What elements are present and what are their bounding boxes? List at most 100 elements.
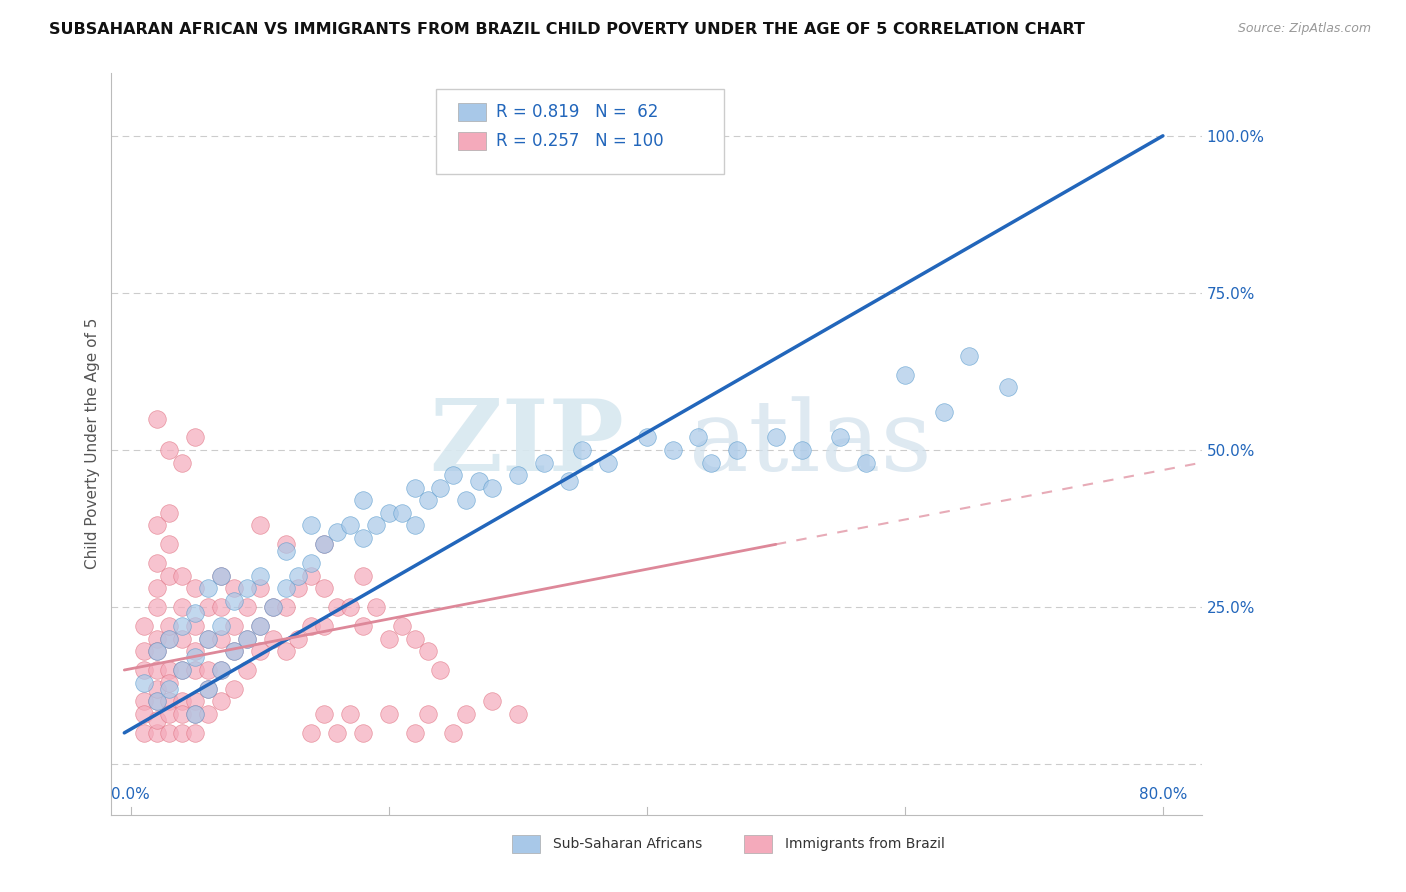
Point xyxy=(145,663,167,677)
Text: SUBSAHARAN AFRICAN VS IMMIGRANTS FROM BRAZIL CHILD POVERTY UNDER THE AGE OF 5 CO: SUBSAHARAN AFRICAN VS IMMIGRANTS FROM BR… xyxy=(49,22,1085,37)
Point xyxy=(299,518,322,533)
Point xyxy=(184,650,207,665)
Point xyxy=(184,582,207,596)
Point xyxy=(378,706,401,721)
Point xyxy=(145,726,167,740)
Point xyxy=(197,582,219,596)
Point xyxy=(364,600,387,615)
Point xyxy=(222,582,245,596)
Point xyxy=(249,619,271,633)
Point xyxy=(391,506,413,520)
Point xyxy=(145,411,167,425)
Point xyxy=(274,543,297,558)
Point xyxy=(456,706,478,721)
Point xyxy=(172,663,194,677)
Point xyxy=(429,663,451,677)
Point xyxy=(145,600,167,615)
Point xyxy=(249,518,271,533)
Point xyxy=(274,600,297,615)
Text: Sub-Saharan Africans: Sub-Saharan Africans xyxy=(553,837,702,851)
Point xyxy=(209,632,232,646)
Point xyxy=(997,380,1019,394)
Point xyxy=(661,443,683,458)
Point xyxy=(262,600,284,615)
Point xyxy=(352,619,374,633)
Point xyxy=(172,632,194,646)
Point xyxy=(378,506,401,520)
Text: R = 0.819   N =  62: R = 0.819 N = 62 xyxy=(496,103,658,121)
Y-axis label: Child Poverty Under the Age of 5: Child Poverty Under the Age of 5 xyxy=(86,318,100,569)
Point xyxy=(262,632,284,646)
Point xyxy=(314,537,336,551)
Point xyxy=(932,405,955,419)
Point xyxy=(441,468,464,483)
Point xyxy=(314,706,336,721)
Point xyxy=(404,481,426,495)
Point xyxy=(159,632,181,646)
Point xyxy=(299,726,322,740)
Point xyxy=(855,456,877,470)
Text: Immigrants from Brazil: Immigrants from Brazil xyxy=(785,837,945,851)
Point xyxy=(132,694,155,708)
Point xyxy=(159,568,181,582)
Point xyxy=(299,556,322,570)
Point xyxy=(378,632,401,646)
Point xyxy=(352,726,374,740)
Point xyxy=(184,607,207,621)
Point xyxy=(184,663,207,677)
Text: Source: ZipAtlas.com: Source: ZipAtlas.com xyxy=(1237,22,1371,36)
Point xyxy=(145,644,167,658)
Point xyxy=(222,644,245,658)
Point xyxy=(262,600,284,615)
Point xyxy=(236,582,259,596)
Point xyxy=(249,582,271,596)
Point xyxy=(326,726,349,740)
Point xyxy=(184,706,207,721)
Point xyxy=(222,644,245,658)
Point xyxy=(159,537,181,551)
Point xyxy=(159,694,181,708)
Point xyxy=(159,706,181,721)
Point xyxy=(790,443,813,458)
Point xyxy=(352,493,374,508)
Point xyxy=(299,619,322,633)
Point xyxy=(145,714,167,728)
Point xyxy=(339,706,361,721)
Point xyxy=(314,537,336,551)
Point xyxy=(159,443,181,458)
Point xyxy=(159,675,181,690)
Point xyxy=(481,481,503,495)
Point xyxy=(236,663,259,677)
Point xyxy=(287,632,309,646)
Point xyxy=(159,619,181,633)
Text: 0.0%: 0.0% xyxy=(111,788,150,803)
Point xyxy=(184,619,207,633)
Point xyxy=(688,430,710,444)
Point xyxy=(197,681,219,696)
Point xyxy=(172,600,194,615)
Point xyxy=(159,663,181,677)
Point xyxy=(132,644,155,658)
Point xyxy=(468,475,491,489)
Point xyxy=(197,632,219,646)
Point xyxy=(506,468,529,483)
Point xyxy=(326,524,349,539)
Point xyxy=(209,619,232,633)
Point xyxy=(145,556,167,570)
Point xyxy=(132,663,155,677)
Point xyxy=(236,632,259,646)
Point xyxy=(209,568,232,582)
Text: ZIP: ZIP xyxy=(429,395,624,492)
Point xyxy=(352,568,374,582)
Point xyxy=(830,430,852,444)
Text: atlas: atlas xyxy=(689,396,932,491)
Point xyxy=(339,600,361,615)
Point xyxy=(957,349,980,363)
Point xyxy=(159,506,181,520)
Point xyxy=(132,619,155,633)
Point xyxy=(725,443,748,458)
Point xyxy=(416,706,439,721)
Point xyxy=(145,582,167,596)
Point xyxy=(274,537,297,551)
Point xyxy=(172,663,194,677)
